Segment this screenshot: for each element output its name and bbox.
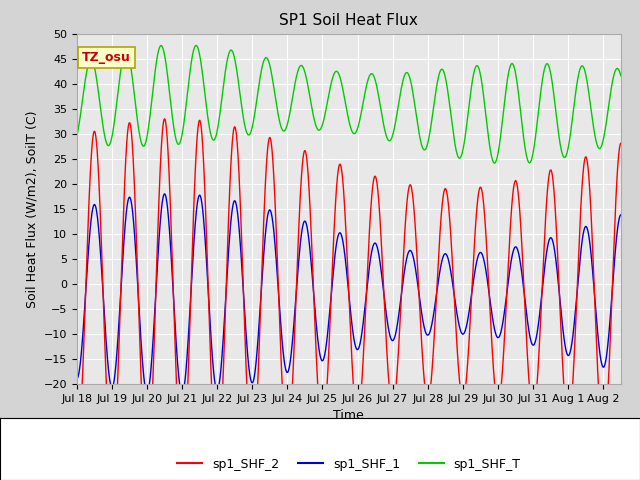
sp1_SHF_2 — [178, 466, 186, 472]
sp1_SHF_1 — [178, 391, 186, 396]
X-axis label: Time: Time — [333, 409, 364, 422]
sp1_SHF_1 — [161, 191, 168, 197]
sp1_SHF_T — [617, 73, 625, 79]
sp1_SHF_T — [209, 136, 216, 142]
sp1_SHF_1 — [73, 375, 81, 381]
sp1_SHF_T — [73, 133, 81, 139]
sp1_SHF_2 — [209, 404, 216, 410]
Line: sp1_SHF_2: sp1_SHF_2 — [77, 119, 621, 469]
sp1_SHF_2 — [73, 448, 81, 454]
sp1_SHF_2 — [582, 154, 589, 160]
sp1_SHF_2 — [161, 116, 168, 122]
sp1_SHF_1 — [582, 224, 589, 229]
sp1_SHF_2 — [422, 393, 430, 398]
sp1_SHF_2 — [402, 213, 410, 219]
sp1_SHF_T — [491, 160, 499, 166]
Text: TZ_osu: TZ_osu — [82, 51, 131, 64]
Legend: sp1_SHF_2, sp1_SHF_1, sp1_SHF_T: sp1_SHF_2, sp1_SHF_1, sp1_SHF_T — [172, 453, 525, 476]
sp1_SHF_T — [463, 125, 470, 131]
sp1_SHF_2 — [617, 140, 625, 146]
sp1_SHF_T — [422, 145, 430, 151]
sp1_SHF_1 — [463, 324, 470, 329]
sp1_SHF_2 — [330, 226, 338, 231]
sp1_SHF_T — [582, 71, 589, 77]
sp1_SHF_1 — [617, 212, 625, 218]
sp1_SHF_1 — [330, 260, 338, 265]
sp1_SHF_2 — [463, 376, 470, 382]
sp1_SHF_T — [192, 43, 200, 48]
sp1_SHF_1 — [422, 331, 430, 336]
Line: sp1_SHF_T: sp1_SHF_T — [77, 46, 621, 163]
sp1_SHF_1 — [209, 355, 216, 361]
Y-axis label: Soil Heat Flux (W/m2), SoilT (C): Soil Heat Flux (W/m2), SoilT (C) — [25, 110, 38, 308]
sp1_SHF_1 — [402, 260, 410, 265]
Line: sp1_SHF_1: sp1_SHF_1 — [77, 194, 621, 394]
Title: SP1 Soil Heat Flux: SP1 Soil Heat Flux — [280, 13, 418, 28]
sp1_SHF_T — [330, 71, 338, 77]
sp1_SHF_T — [402, 70, 410, 76]
